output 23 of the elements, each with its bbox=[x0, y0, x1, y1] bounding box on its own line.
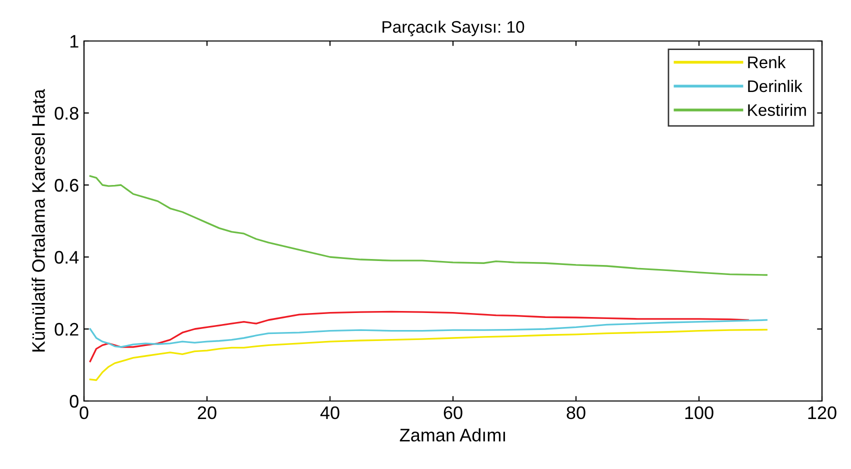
x-tick-label: 60 bbox=[444, 406, 462, 420]
x-tick-label: 120 bbox=[808, 406, 836, 420]
x-tick-label: 20 bbox=[198, 406, 216, 420]
y-tick-label: 0.2 bbox=[54, 322, 78, 336]
y-tick-label: 0.4 bbox=[54, 250, 79, 264]
line-series bbox=[89, 175, 768, 276]
y-tick-label: 0.8 bbox=[54, 106, 78, 120]
y-axis-title: Kümülatif Ortalama Karesel Hata bbox=[32, 89, 45, 352]
y-tick-label: 1 bbox=[70, 35, 78, 48]
legend-label: Derinlik bbox=[748, 80, 802, 92]
y-tick-label: 0.6 bbox=[54, 178, 78, 192]
x-tick-label: 0 bbox=[80, 406, 88, 420]
line-series bbox=[89, 328, 768, 381]
chart-title: Parçacık Sayısı: 10 bbox=[382, 20, 524, 36]
legend-label: Kestirim bbox=[748, 104, 806, 116]
y-tick-label: 0 bbox=[70, 394, 78, 408]
x-tick-label: 40 bbox=[320, 406, 340, 420]
legend-label: Renk bbox=[748, 56, 786, 68]
line-series bbox=[89, 310, 750, 362]
x-axis-title: Zaman Adımı bbox=[400, 428, 505, 442]
x-tick-label: 100 bbox=[685, 406, 714, 420]
x-tick-label: 80 bbox=[566, 406, 586, 420]
line-series bbox=[89, 319, 768, 348]
